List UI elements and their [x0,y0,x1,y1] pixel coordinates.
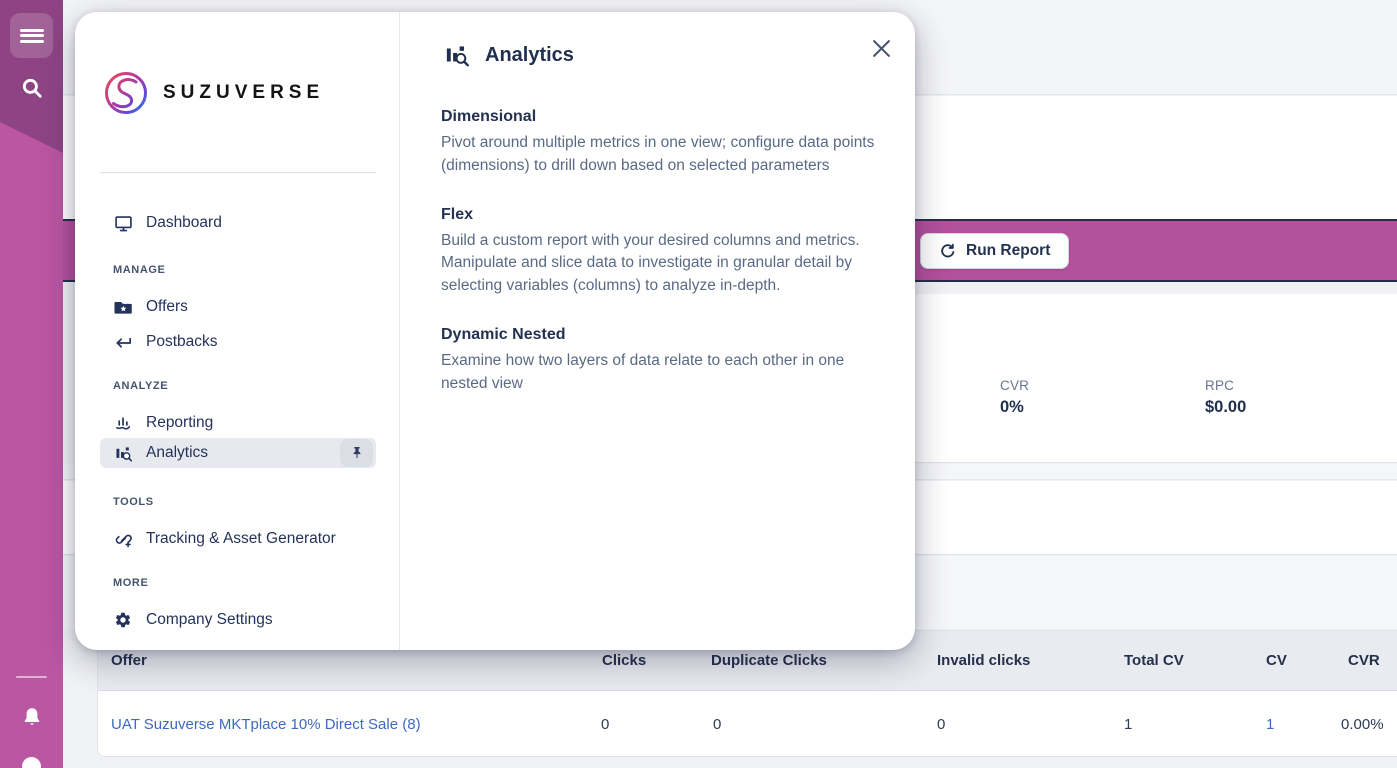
stat-label: RPC [1205,378,1235,393]
nav-group-tools: TOOLS [113,496,154,508]
search-icon [22,78,42,98]
gear-icon [113,610,133,630]
cell-total-cv: 1 [1124,716,1133,733]
avatar[interactable] [22,757,41,768]
cv-link[interactable]: 1 [1266,716,1275,733]
column-invalid-clicks: Invalid clicks [937,652,1031,669]
modal-nav-pane: SUZUVERSE Dashboard MANAGE [75,12,400,650]
modal-header: Analytics [444,42,574,68]
brand-name: SUZUVERSE [163,82,325,103]
option-description: Examine how two layers of data relate to… [441,351,845,392]
cell-invalid-clicks: 0 [937,716,946,733]
table-row: UAT Suzuverse MKTplace 10% Direct Sale (… [98,692,1397,756]
search-button[interactable] [15,70,49,106]
nav-group-analyze: ANALYZE [113,380,169,392]
nav-label: Analytics [146,444,209,461]
stat-value: $0.00 [1205,398,1247,416]
nav-label: Offers [146,298,188,315]
bell-icon [24,707,39,725]
column-clicks: Clicks [602,652,647,669]
notifications-button[interactable] [15,700,48,733]
column-offer: Offer [111,652,147,669]
stat-rpc: RPC $0.00 [1205,378,1246,417]
suzuverse-logo-icon [105,72,147,114]
modal-content-pane: Analytics Dimensional Pivot around multi… [401,12,915,650]
option-description: Pivot around multiple metrics in one vie… [441,134,875,174]
menu-button[interactable] [10,13,53,58]
modal-title: Analytics [485,43,574,66]
run-report-label: Run Report [966,242,1051,259]
refresh-icon [939,243,956,260]
column-duplicate-clicks: Duplicate Clicks [711,652,827,669]
option-dynamic-nested[interactable]: Dynamic Nested Examine how two layers of… [441,326,886,396]
stat-cvr: CVR 0% [1000,378,1029,417]
column-cvr: CVR [1348,652,1380,669]
nav-item-reporting[interactable]: Reporting [100,408,376,438]
option-heading: Flex [441,205,474,223]
analytics-modal: SUZUVERSE Dashboard MANAGE [75,12,915,650]
cell-cvr: 0.00% [1341,716,1384,733]
divider [100,172,376,173]
table-header: Offer Clicks Duplicate Clicks Invalid cl… [98,631,1397,691]
analytics-icon [113,443,133,463]
option-heading: Dimensional [441,108,537,125]
nav-label: Reporting [146,414,214,431]
link-plus-icon [113,529,133,549]
nav-group-manage: MANAGE [113,264,166,276]
nav-item-company-settings[interactable]: Company Settings [100,605,376,635]
column-cv: CV [1266,652,1287,669]
option-heading: Dynamic Nested [441,325,566,343]
nav-item-analytics[interactable]: Analytics [100,438,376,468]
hamburger-icon [19,26,44,45]
report-chart-icon [113,413,133,433]
nav-item-offers[interactable]: Offers [100,292,376,322]
close-button[interactable] [867,34,895,62]
offer-link[interactable]: UAT Suzuverse MKTplace 10% Direct Sale (… [111,716,421,733]
run-report-button[interactable]: Run Report [920,233,1070,269]
offers-table: Offer Clicks Duplicate Clicks Invalid cl… [97,630,1397,757]
nav-label: Tracking & Asset Generator [146,530,336,547]
return-arrow-icon [113,332,133,352]
nav-item-dashboard[interactable]: Dashboard [100,208,376,238]
analytics-options: Dimensional Pivot around multiple metric… [441,108,886,423]
rail-divider [16,676,47,678]
stat-value: 0% [1000,398,1024,416]
option-flex[interactable]: Flex Build a custom report with your des… [441,206,886,298]
brand: SUZUVERSE [103,70,324,116]
nav-label: Postbacks [146,333,218,350]
nav-group-more: MORE [113,577,149,589]
column-total-cv: Total CV [1124,652,1184,669]
option-dimensional[interactable]: Dimensional Pivot around multiple metric… [441,108,886,178]
folder-star-icon [113,297,133,317]
app-rail [0,0,63,768]
close-icon [872,39,890,57]
nav-label: Company Settings [146,611,273,628]
analytics-icon [446,46,469,67]
nav-item-tracking-asset-generator[interactable]: Tracking & Asset Generator [100,524,376,554]
pushpin-icon [353,447,360,459]
option-description: Build a custom report with your desired … [441,231,860,295]
cell-duplicate-clicks: 0 [713,716,722,733]
cell-clicks: 0 [601,716,610,733]
stat-label: CVR [1000,378,1030,393]
monitor-icon [113,213,133,233]
pin-button[interactable] [340,439,373,467]
nav-label: Dashboard [146,214,222,231]
nav-item-postbacks[interactable]: Postbacks [100,327,376,357]
